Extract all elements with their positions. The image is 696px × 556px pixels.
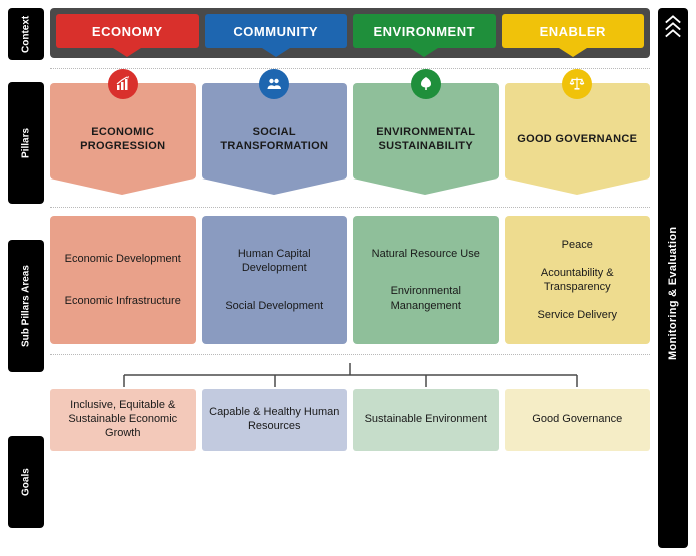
subpillar-col-1: Economic Development Economic Infrastruc… [50,216,196,344]
goals-row: Inclusive, Equitable & Sustainable Econo… [50,389,650,451]
subpillar-item: Peace [562,238,593,252]
context-label: COMMUNITY [233,24,318,39]
framework-diagram: Context Pillars Sub Pillars Areas Goals … [0,0,696,556]
context-row: ECONOMY COMMUNITY ENVIRONMENT ENABLER [50,8,650,58]
pillar-social: SOCIAL TRANSFORMATION [202,83,348,179]
separator [50,68,650,69]
goal-label: Good Governance [532,413,622,427]
people-icon [259,69,289,99]
context-economy: ECONOMY [56,14,199,48]
subpillar-item: Economic Development [65,252,181,266]
pillar-label: ECONOMIC PROGRESSION [56,126,190,154]
row-label-pillars: Pillars [8,82,44,204]
subpillar-col-2: Human Capital Development Social Develop… [202,216,348,344]
subpillar-item: Environmental Manangement [359,284,493,313]
separator [50,207,650,208]
subpillars-row: Economic Development Economic Infrastruc… [50,216,650,344]
row-label-subpillars: Sub Pillars Areas [8,240,44,372]
subpillar-item: Natural Resource Use [372,247,480,261]
scales-icon [562,69,592,99]
pillar-label: ENVIRONMENTAL SUSTAINABILITY [359,126,493,154]
subpillar-col-3: Natural Resource Use Environmental Manan… [353,216,499,344]
goal-label: Capable & Healthy Human Resources [208,406,342,434]
pillar-label: SOCIAL TRANSFORMATION [208,126,342,154]
chevron-up-icon [664,28,682,38]
goal-card-2: Capable & Healthy Human Resources [202,389,348,451]
context-environment: ENVIRONMENT [353,14,496,48]
pillar-governance: GOOD GOVERNANCE [505,83,651,179]
row-label-goals: Goals [8,436,44,528]
row-label-context: Context [8,8,44,60]
row-labels: Context Pillars Sub Pillars Areas Goals [8,8,44,548]
monitoring-rail: Monitoring & Evaluation [658,8,688,548]
chart-icon [108,69,138,99]
goals-connector [50,363,650,389]
subpillar-item: Human Capital Development [208,247,342,276]
pillar-environment: ENVIRONMENTAL SUSTAINABILITY [353,83,499,179]
rail-chevrons [664,8,682,38]
pillars-row: ECONOMIC PROGRESSION SOCIAL TRANSFORMATI… [50,83,650,179]
context-label: ECONOMY [92,24,163,39]
pillar-economic: ECONOMIC PROGRESSION [50,83,196,179]
context-community: COMMUNITY [205,14,348,48]
subpillar-col-4: Peace Acountability & Transparency Servi… [505,216,651,344]
rail-label: Monitoring & Evaluation [667,38,679,548]
goal-label: Inclusive, Equitable & Sustainable Econo… [56,399,190,440]
context-label: ENABLER [540,24,606,39]
content-grid: ECONOMY COMMUNITY ENVIRONMENT ENABLER .c… [50,8,650,548]
pillar-label: GOOD GOVERNANCE [517,133,637,147]
subpillar-item: Social Development [225,299,323,313]
context-label: ENVIRONMENT [373,24,475,39]
goal-card-4: Good Governance [505,389,651,451]
tree-icon [411,69,441,99]
subpillar-item: Acountability & Transparency [511,266,645,295]
subpillar-item: Economic Infrastructure [65,294,181,308]
context-enabler: ENABLER [502,14,645,48]
goal-label: Sustainable Environment [365,413,487,427]
goal-card-3: Sustainable Environment [353,389,499,451]
subpillar-item: Service Delivery [538,308,617,322]
goal-card-1: Inclusive, Equitable & Sustainable Econo… [50,389,196,451]
separator [50,354,650,355]
